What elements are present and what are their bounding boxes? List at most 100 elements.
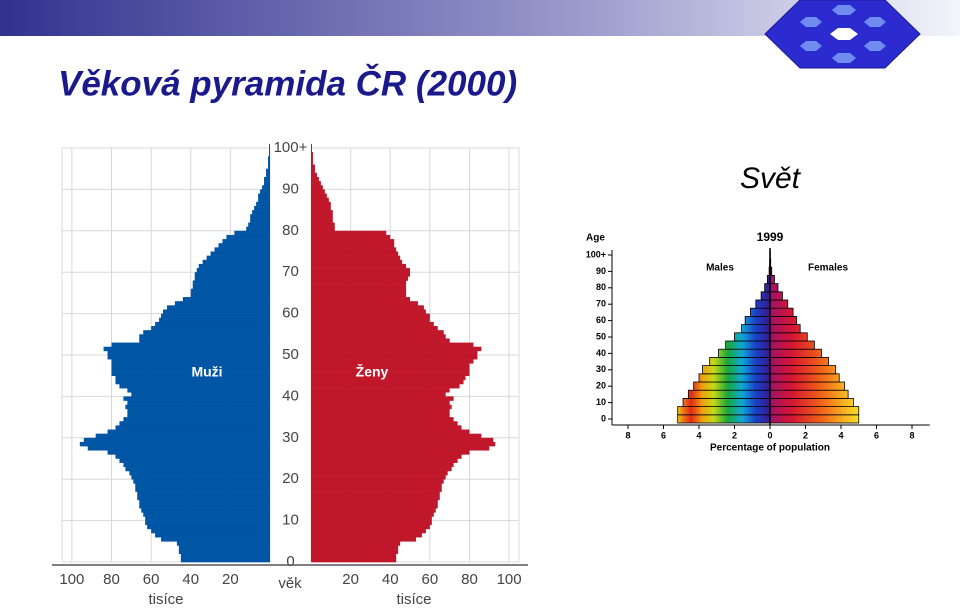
bar xyxy=(311,359,474,364)
bar xyxy=(311,251,399,256)
y-tick-label: 0 xyxy=(286,553,294,570)
bar xyxy=(269,148,270,153)
bar xyxy=(311,326,438,331)
y-tick-label: 10 xyxy=(596,397,606,407)
bar xyxy=(311,549,399,555)
bar xyxy=(258,197,270,203)
bar xyxy=(210,251,270,256)
bar xyxy=(311,396,454,401)
bar xyxy=(311,528,426,534)
bar xyxy=(682,397,771,407)
logo xyxy=(764,0,921,69)
bar xyxy=(250,218,270,223)
bar xyxy=(311,193,327,198)
bar xyxy=(311,383,460,389)
bar xyxy=(741,324,771,334)
bar xyxy=(311,491,440,497)
bar xyxy=(311,408,450,414)
bar xyxy=(311,143,312,149)
bar xyxy=(311,284,407,290)
bar xyxy=(311,334,446,339)
bar xyxy=(145,516,270,521)
bar xyxy=(769,315,798,325)
bar xyxy=(258,193,270,198)
bar xyxy=(111,367,271,372)
bar xyxy=(178,545,270,550)
bar xyxy=(311,433,482,439)
bar xyxy=(311,197,329,203)
bar xyxy=(311,317,430,323)
bar xyxy=(311,239,395,244)
bar xyxy=(268,156,270,161)
bar xyxy=(311,309,426,314)
bar xyxy=(311,342,474,348)
bar xyxy=(311,313,430,319)
bar xyxy=(178,549,270,555)
bar xyxy=(174,301,270,306)
bar xyxy=(161,537,270,542)
y-tick-label: 90 xyxy=(282,180,299,197)
bar xyxy=(176,541,270,546)
bar xyxy=(131,475,270,480)
bar xyxy=(693,381,771,391)
x-tick-label: 100 xyxy=(497,571,522,588)
bar xyxy=(311,230,387,236)
bar xyxy=(311,205,331,211)
bar xyxy=(311,504,438,509)
bar xyxy=(252,210,270,215)
y-tick-label: 0 xyxy=(601,413,606,423)
bar xyxy=(147,524,270,530)
bar xyxy=(311,259,403,265)
bar xyxy=(311,400,450,405)
bar xyxy=(769,397,854,407)
bar xyxy=(311,429,470,434)
bar xyxy=(127,412,270,418)
y-axis-label: věk xyxy=(278,575,302,592)
x-tick-label: 40 xyxy=(182,571,199,588)
x-tick-label: 6 xyxy=(661,430,666,440)
bar xyxy=(311,172,317,178)
bar xyxy=(311,350,478,356)
bar xyxy=(127,408,270,414)
bar xyxy=(311,330,444,335)
bar xyxy=(311,446,490,451)
bar xyxy=(125,404,270,410)
bar xyxy=(139,338,270,343)
y-tick-label: 70 xyxy=(282,263,299,280)
bar xyxy=(311,210,333,215)
bar xyxy=(137,491,270,497)
bar xyxy=(268,160,270,165)
y-tick-label: 90 xyxy=(596,266,606,276)
bar xyxy=(311,214,333,219)
bar xyxy=(180,557,270,563)
bar xyxy=(115,425,270,430)
bar xyxy=(123,396,271,401)
y-tick-label: 70 xyxy=(596,299,606,309)
bar xyxy=(264,181,270,186)
bar xyxy=(119,421,270,426)
x-tick-label: 2 xyxy=(803,430,808,440)
x-axis-label: tisíce xyxy=(396,591,431,608)
bar xyxy=(311,454,462,459)
bar xyxy=(311,417,454,422)
bar xyxy=(311,305,424,310)
bar xyxy=(119,458,270,463)
bar xyxy=(145,520,270,526)
subtitle: Svět xyxy=(740,162,802,195)
bar xyxy=(111,363,271,368)
bar xyxy=(769,291,783,301)
x-tick-label: 80 xyxy=(461,571,478,588)
bar xyxy=(111,342,271,348)
bar xyxy=(311,263,407,269)
bar xyxy=(107,429,270,434)
bar xyxy=(311,466,452,472)
bar xyxy=(256,201,270,207)
bar xyxy=(311,495,440,501)
bar xyxy=(139,499,270,505)
bar xyxy=(135,483,270,488)
bar xyxy=(311,218,333,223)
bar xyxy=(311,226,335,232)
bar xyxy=(311,512,434,517)
bar xyxy=(311,487,442,492)
bar xyxy=(218,243,270,248)
